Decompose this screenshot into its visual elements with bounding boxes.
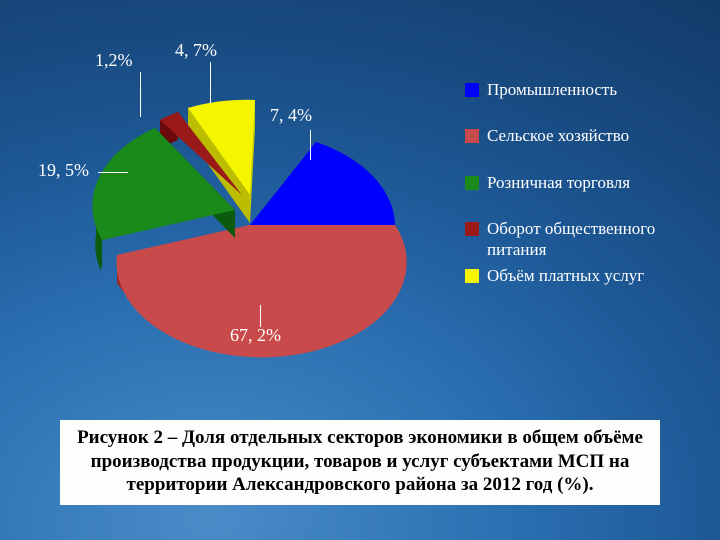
slice-industry-top — [250, 142, 395, 225]
legend-item-retail: Розничная торговля — [465, 173, 700, 193]
legend-text: Оборот общественного питания — [487, 219, 700, 260]
legend: Промышленность Сельское хозяйство Рознич… — [465, 80, 700, 312]
legend-item-services: Объём платных услуг — [465, 266, 700, 286]
label-agri: 67, 2% — [230, 325, 281, 346]
legend-item-industry: Промышленность — [465, 80, 700, 100]
leader-industry — [310, 130, 311, 160]
legend-text: Сельское хозяйство — [487, 126, 629, 146]
legend-swatch — [465, 269, 479, 283]
legend-swatch — [465, 222, 479, 236]
legend-text: Промышленность — [487, 80, 617, 100]
legend-swatch — [465, 129, 479, 143]
pie-chart: 7, 4% 67, 2% 19, 5% 1,2% 4, 7% — [60, 50, 440, 400]
legend-swatch — [465, 83, 479, 97]
label-industry: 7, 4% — [270, 105, 312, 126]
leader-agri — [260, 305, 261, 327]
label-services: 4, 7% — [175, 40, 217, 61]
slide: 7, 4% 67, 2% 19, 5% 1,2% 4, 7% Промышлен… — [0, 0, 720, 540]
legend-item-agri: Сельское хозяйство — [465, 126, 700, 146]
legend-text: Объём платных услуг — [487, 266, 644, 286]
caption-text: Рисунок 2 – Доля отдельных секторов экон… — [77, 427, 643, 496]
leader-services — [210, 62, 211, 104]
label-catering: 1,2% — [95, 50, 133, 71]
figure-caption: Рисунок 2 – Доля отдельных секторов экон… — [60, 420, 660, 505]
pie-svg — [60, 50, 440, 400]
legend-text: Розничная торговля — [487, 173, 630, 193]
label-retail: 19, 5% — [38, 160, 89, 181]
leader-catering — [140, 72, 141, 117]
leader-retail — [98, 172, 128, 173]
legend-swatch — [465, 176, 479, 190]
legend-item-catering: Оборот общественного питания — [465, 219, 700, 260]
